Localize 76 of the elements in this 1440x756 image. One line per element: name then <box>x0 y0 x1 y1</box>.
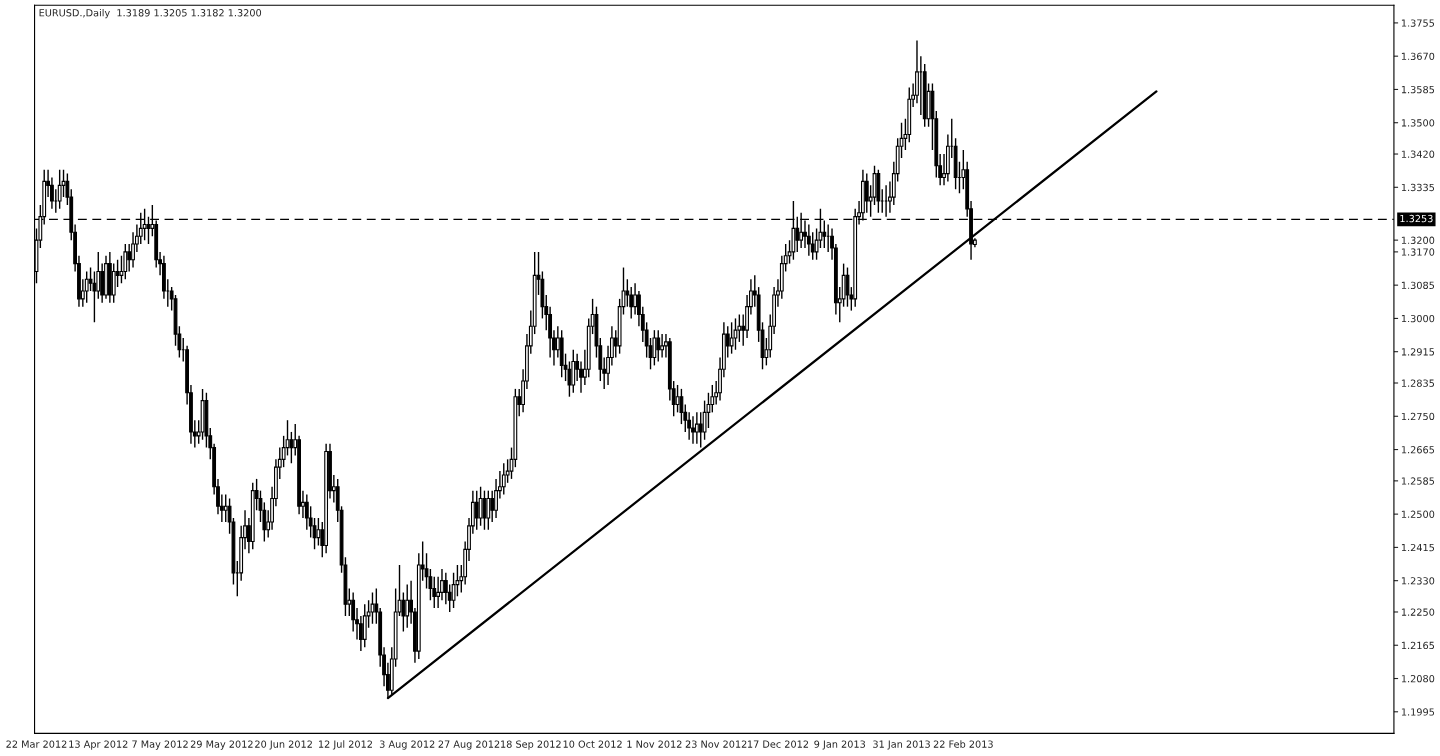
y-tick-label: 1.2665 <box>1401 446 1435 454</box>
candlestick <box>84 270 89 304</box>
candlestick <box>694 411 699 445</box>
y-tick-label: 1.2835 <box>1401 379 1435 387</box>
candlestick <box>123 243 128 280</box>
candlestick <box>312 517 317 551</box>
x-tick-label: 12 Jul 2012 <box>318 740 372 750</box>
y-tick-label: 1.3420 <box>1401 150 1435 158</box>
y-tick-label: 1.3085 <box>1401 281 1435 289</box>
y-tick-label: 1.2915 <box>1401 348 1435 356</box>
y-tick-label: 1.2415 <box>1401 543 1435 552</box>
y-tick-label: 1.2500 <box>1401 510 1435 518</box>
candlestick <box>679 388 684 425</box>
y-tick-label: 1.2750 <box>1401 412 1435 421</box>
candlestick <box>223 493 228 523</box>
y-tick-label: 1.2250 <box>1401 608 1435 616</box>
y-tick-label: 1.3755 <box>1401 19 1435 27</box>
x-tick-label: 18 Sep 2012 <box>501 740 561 750</box>
x-tick-label: 31 Jan 2013 <box>873 740 930 750</box>
candlestick <box>691 415 695 445</box>
y-tick-label: 1.2585 <box>1401 477 1435 485</box>
candlestick <box>864 172 869 214</box>
candlestick <box>822 219 827 249</box>
candlestick <box>482 489 487 531</box>
x-tick-label: 9 Jan 2013 <box>814 740 866 750</box>
candlestick <box>845 266 850 308</box>
x-tick-label: 27 Aug 2012 <box>438 740 500 750</box>
y-tick-label: 1.3585 <box>1401 85 1435 94</box>
x-tick-label: 22 Feb 2013 <box>933 740 993 748</box>
x-tick-label: 13 Apr 2012 <box>69 740 128 750</box>
candlestick <box>625 278 630 308</box>
y-tick-label: 1.1995 <box>1401 708 1435 716</box>
y-tick-label: 1.2330 <box>1401 577 1435 585</box>
candlestick <box>289 431 294 464</box>
candlestick <box>633 282 637 316</box>
x-tick-label: 7 May 2012 <box>132 740 188 750</box>
x-tick-label: 17 Dec 2012 <box>747 740 809 748</box>
y-tick-label: 1.3000 <box>1401 314 1435 323</box>
x-tick-label: 29 May 2012 <box>190 740 253 750</box>
candlestick <box>111 262 116 304</box>
candlestick <box>652 329 657 367</box>
candlestick <box>362 603 367 648</box>
x-tick-label: 23 Nov 2012 <box>685 740 747 748</box>
x-tick-label: 1 Nov 2012 <box>627 740 682 748</box>
ref-line-label: 1.3253 <box>1400 214 1433 223</box>
candlestick <box>729 321 734 355</box>
candlestick <box>53 188 58 214</box>
candlestick <box>501 462 506 496</box>
chart-title: EURUSD.,Daily 1.3189 1.3205 1.3182 1.3200 <box>39 8 262 19</box>
candlestick <box>490 489 495 523</box>
candlestick <box>92 270 97 324</box>
x-tick-label: 10 Oct 2012 <box>563 740 622 748</box>
candlestick <box>474 489 479 531</box>
candlestick <box>806 223 811 257</box>
candlestick <box>656 329 661 363</box>
y-tick-label: 1.2080 <box>1401 675 1435 683</box>
candlestick <box>486 489 491 531</box>
y-tick-label: 1.3500 <box>1401 119 1435 127</box>
candlestick <box>698 411 703 449</box>
candlestick <box>571 349 576 394</box>
candlestick <box>405 583 410 629</box>
y-tick-label: 1.2165 <box>1401 641 1435 650</box>
y-tick-label: 1.3200 <box>1401 236 1435 244</box>
x-tick-label: 3 Aug 2012 <box>379 740 435 750</box>
y-tick-label: 1.3335 <box>1401 183 1435 192</box>
candlestick <box>127 243 132 273</box>
y-tick-label: 1.3170 <box>1401 248 1435 256</box>
x-tick-label: 22 Mar 2012 <box>6 740 67 748</box>
y-tick-label: 1.3670 <box>1401 52 1435 61</box>
candlestick <box>733 317 738 351</box>
candlestick <box>370 591 375 625</box>
candlestick <box>316 517 321 547</box>
x-tick-label: 20 Jun 2012 <box>255 740 312 750</box>
candlestick <box>660 333 665 359</box>
candlestick <box>57 168 62 210</box>
candlestick <box>119 255 124 284</box>
